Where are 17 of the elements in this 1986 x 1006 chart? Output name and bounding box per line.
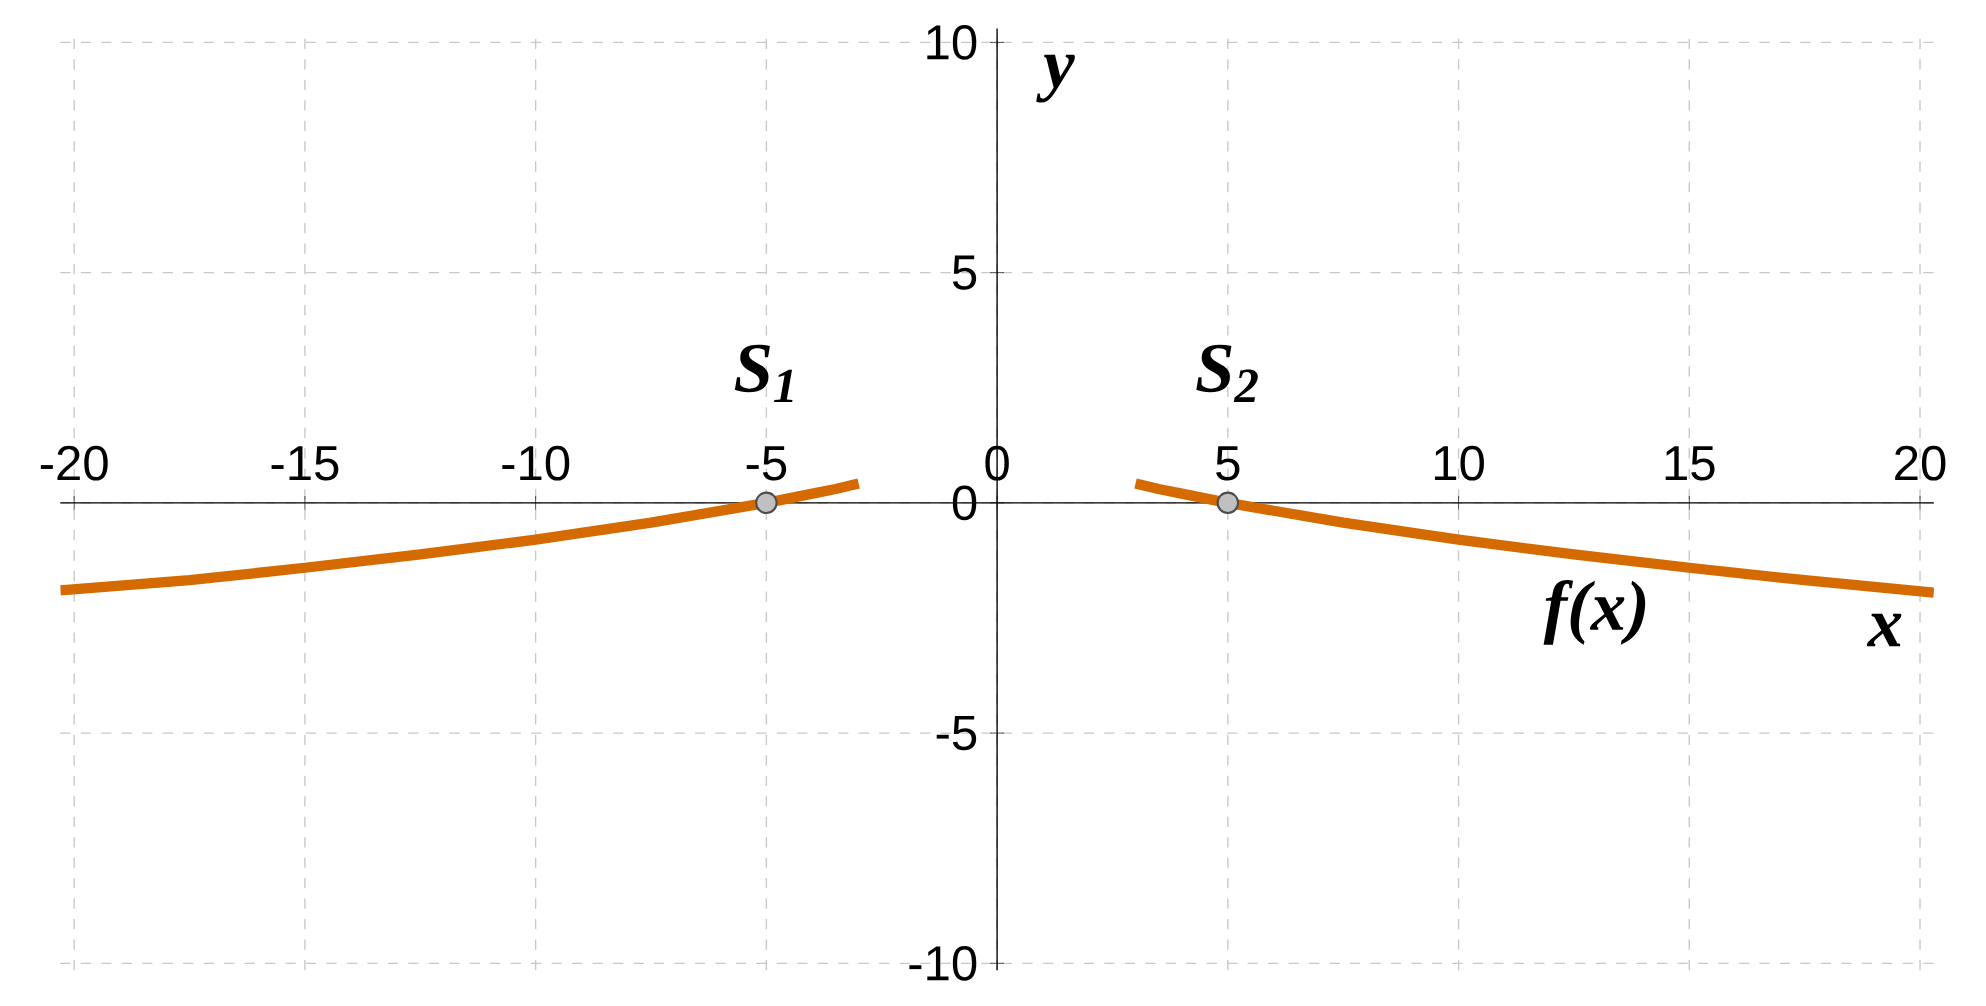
- y-tick-label: 10: [927, 25, 977, 60]
- y-tick-label: 5: [952, 255, 977, 290]
- x-tick-label: 10: [1434, 445, 1484, 481]
- x-tick-label: 20: [1895, 445, 1946, 481]
- annotation: S$_{2}$: [1196, 344, 1258, 403]
- x-tick-label: 5: [1216, 446, 1240, 481]
- x-tick-label: -20: [40, 445, 108, 481]
- x-tick-label: -10: [502, 445, 570, 481]
- x-tick-label: -15: [271, 446, 339, 481]
- y-tick-label: -10: [909, 946, 977, 981]
- x-tick-label: 15: [1665, 446, 1715, 481]
- y-tick-label: -5: [936, 716, 977, 751]
- x-tick-label: -5: [746, 446, 787, 481]
- y-axis-title: y: [1036, 54, 1075, 103]
- x-axis-title: x: [1866, 613, 1902, 647]
- annotation: f(x): [1543, 580, 1646, 645]
- annotation: S$_{1}$: [734, 344, 793, 403]
